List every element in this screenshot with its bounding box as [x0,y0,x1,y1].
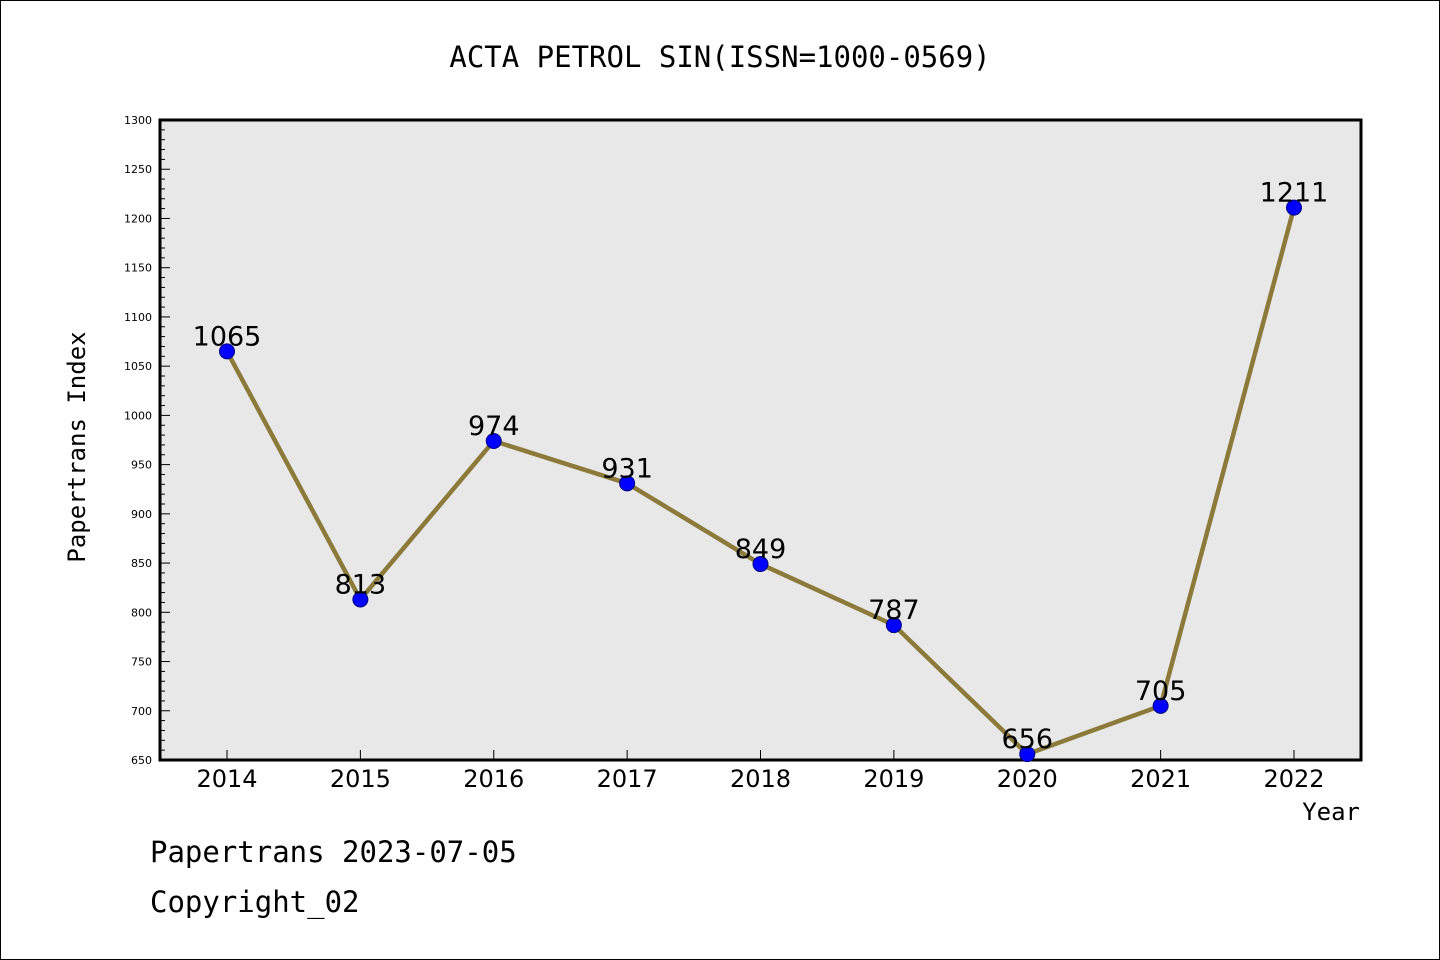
data-label: 1065 [193,321,262,352]
data-point [1286,199,1302,216]
y-tick-label: 1200 [124,212,152,225]
footer-copyright-text: Copyright_02 [150,885,360,919]
data-label: 974 [468,411,520,442]
footer-date-text: Papertrans 2023-07-05 [150,835,517,869]
x-tick-label: 2017 [597,765,658,793]
x-tick-label: 2019 [863,765,924,793]
x-tick-label: 2015 [330,765,391,793]
data-label: 656 [1001,724,1053,755]
x-axis-title: Year [1302,798,1360,826]
x-tick-label: 2016 [463,765,524,793]
y-tick-label: 1000 [124,409,152,422]
y-tick-label: 900 [131,508,152,521]
y-tick-label: 1150 [124,262,152,275]
y-tick-label: 850 [131,557,152,570]
data-point [752,556,769,573]
data-label: 1211 [1260,178,1329,209]
x-tick-label: 2014 [196,765,257,793]
data-point [1152,697,1169,714]
x-tick-label: 2021 [1130,765,1191,793]
y-tick-label: 1300 [124,114,152,127]
y-tick-label: 950 [131,459,152,472]
x-tick-label: 2020 [997,765,1058,793]
y-tick-label: 650 [131,754,152,767]
data-label: 705 [1135,676,1187,707]
data-label: 849 [735,534,787,565]
x-axis: 2014 2015 2016 2017 2018 2019 2020 2021 2022 [196,750,1325,793]
x-tick-label: 2022 [1263,765,1324,793]
y-axis: 650 700 750 800 850 900 950 1000 1050 1100 1150 120… [124,114,170,767]
series-layer [219,199,1302,763]
data-point [219,343,235,360]
data-point [352,591,369,608]
data-label: 813 [335,570,387,601]
y-tick-label: 1250 [124,163,152,176]
y-tick-label: 1100 [124,311,152,324]
data-label-layer: 1065 813 974 931 849 787 656 705 1211 [193,178,1329,755]
data-label: 787 [868,595,920,626]
x-tick-label: 2018 [730,765,791,793]
plot-area [158,118,1363,762]
data-point [1019,746,1036,763]
data-label: 931 [601,453,653,484]
y-tick-label: 700 [131,705,152,718]
data-point [485,432,502,449]
y-tick-label: 800 [131,606,152,619]
y-tick-label: 750 [131,656,152,669]
y-tick-label: 1050 [124,360,152,373]
data-point [619,475,636,492]
chart-title: ACTA PETROL SIN(ISSN=1000-0569) [449,40,990,74]
y-axis-title: Papertrans Index [63,331,91,562]
data-point [885,617,902,634]
